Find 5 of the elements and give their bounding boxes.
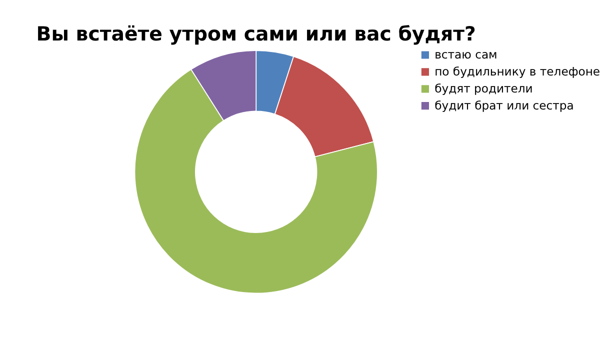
legend-label: по будильнику в телефоне <box>434 64 600 79</box>
legend-label: будит брат или сестра <box>434 98 574 112</box>
legend-label: встаю сам <box>434 48 498 62</box>
chart-title: Вы встаёте утром сами или вас будят? <box>36 22 476 46</box>
legend-label: будят родители <box>434 81 533 96</box>
